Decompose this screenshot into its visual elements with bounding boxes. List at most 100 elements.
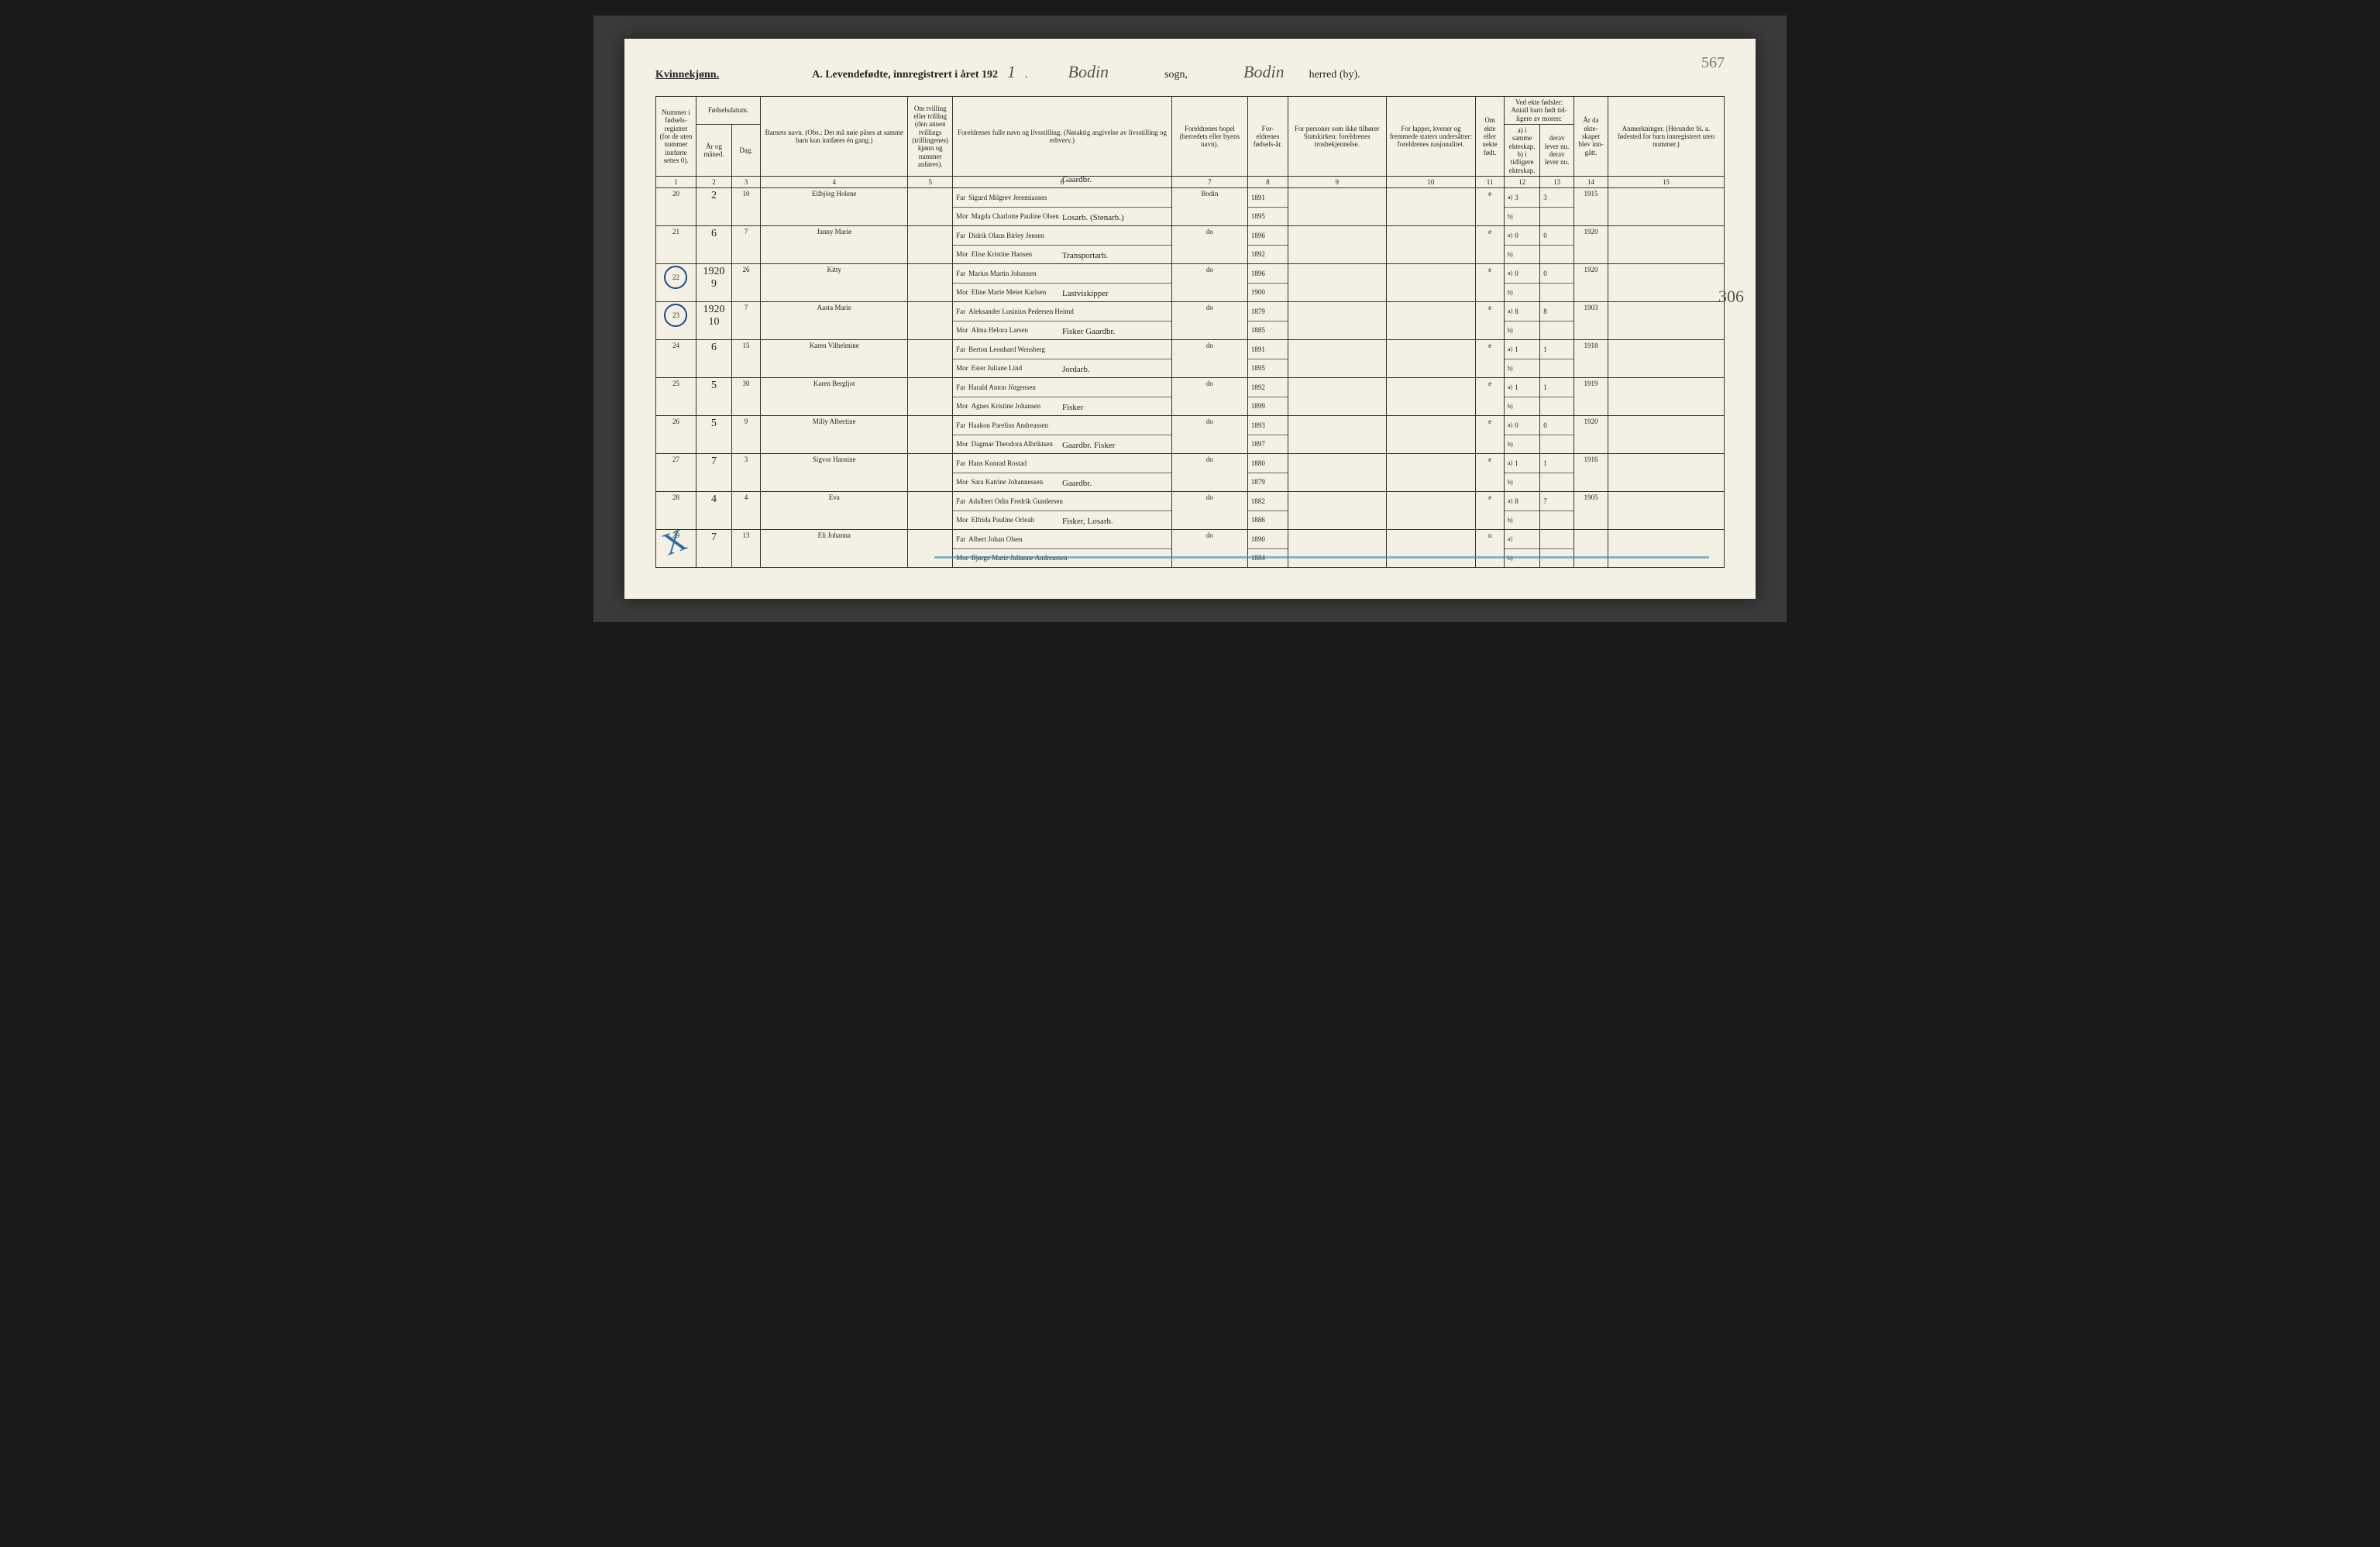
mother-birth-year: 1886	[1248, 511, 1288, 530]
parents-birth-years: 18961900	[1247, 264, 1288, 302]
sogn-label: sogn,	[1164, 69, 1188, 81]
label-b: b)	[1508, 289, 1513, 296]
living-b	[1540, 246, 1573, 264]
father-occupation: Gaardbr.	[1062, 175, 1092, 184]
children-living: 1	[1540, 454, 1574, 492]
marriage-year: 1903	[1574, 302, 1608, 340]
residence: do	[1171, 416, 1247, 454]
label-a: a)	[1508, 383, 1512, 390]
nationality	[1386, 340, 1475, 378]
mother-name: Elfrida Pauline Orleah	[972, 516, 1034, 524]
children-count: a)0b)	[1505, 416, 1540, 454]
mother-birth-year: 1895	[1248, 359, 1288, 378]
children-living: 8	[1540, 302, 1574, 340]
nationality	[1386, 492, 1475, 530]
nationality	[1386, 226, 1475, 264]
day: 15	[732, 340, 761, 378]
far-label: Far	[956, 535, 965, 543]
column-numbers-row: 1 2 3 4 5 6 7 8 9 10 11 12 13 14 15	[656, 177, 1725, 188]
father-name: Berton Leonhard Wensberg	[968, 345, 1045, 353]
residence: do	[1171, 378, 1247, 416]
col-header-14: År da ekte-skapet blev inn-gått.	[1574, 97, 1608, 177]
religion	[1288, 264, 1386, 302]
residence: do	[1171, 226, 1247, 264]
living-b	[1540, 321, 1573, 340]
col-header-6: Foreldrenes fulle navn og livsstilling. …	[953, 97, 1172, 177]
table-row: 231920 107Aasta MarieLastviskipperFarAle…	[656, 302, 1725, 340]
label-b: b)	[1508, 365, 1513, 372]
marriage-year	[1574, 530, 1608, 568]
children-living: 7	[1540, 492, 1574, 530]
father-birth-year: 1891	[1248, 340, 1288, 359]
living-a: 1	[1540, 340, 1573, 359]
children-count: a)8b)	[1505, 492, 1540, 530]
circled-number: 23	[664, 304, 687, 327]
religion	[1288, 226, 1386, 264]
herred-label: herred (by).	[1309, 69, 1360, 81]
children-count: a)0b)	[1505, 226, 1540, 264]
father-birth-year: 1891	[1248, 188, 1288, 208]
father-occupation: Gaardbr. Fisker	[1062, 441, 1115, 450]
father-occupation: Losarb. (Stenarb.)	[1062, 213, 1124, 222]
parents-birth-years: 18901884	[1247, 530, 1288, 568]
col-header-15: Anmerkninger. (Herunder bl. a. fødested …	[1608, 97, 1724, 177]
page-number: 567	[1701, 54, 1725, 72]
father-name: Harald Anton Jörgensen	[968, 383, 1036, 391]
children-living: 1	[1540, 378, 1574, 416]
mother-birth-year: 1885	[1248, 321, 1288, 340]
child-name: Aasta Marie	[761, 302, 908, 340]
father-birth-year: 1879	[1248, 302, 1288, 321]
father-name: Albert Johan Olsen	[968, 535, 1023, 543]
mother-birth-year: 1895	[1248, 208, 1288, 226]
twin-info	[908, 188, 953, 226]
father-name: Sigurd Milgrev Jeremiassen	[968, 194, 1047, 201]
far-label: Far	[956, 345, 965, 353]
label-b: b)	[1508, 213, 1513, 220]
table-row: 29713Eli JohannaFisker, Losarb.FarAlbert…	[656, 530, 1725, 568]
label-b: b)	[1508, 403, 1513, 410]
year-month: 5	[696, 378, 731, 416]
children-living	[1540, 530, 1574, 568]
father-name: Haakon Parelius Andreassen	[968, 421, 1048, 429]
remarks	[1608, 302, 1724, 340]
twin-info	[908, 340, 953, 378]
parents-birth-years: 18801879	[1247, 454, 1288, 492]
label-b: b)	[1508, 517, 1513, 524]
table-body: 20210Eilbjörg HoleneGaardbr.FarSigurd Mi…	[656, 188, 1725, 568]
religion	[1288, 492, 1386, 530]
herred-handwritten: Bodin	[1234, 62, 1294, 82]
far-label: Far	[956, 308, 965, 315]
mor-label: Mor	[956, 250, 968, 258]
remarks	[1608, 492, 1724, 530]
mor-label: Mor	[956, 212, 968, 220]
children-living: 3	[1540, 188, 1574, 226]
year-month: 1920 10	[696, 302, 731, 340]
religion	[1288, 340, 1386, 378]
remarks	[1608, 188, 1724, 226]
label-b: b)	[1508, 251, 1513, 258]
day: 7	[732, 226, 761, 264]
far-label: Far	[956, 270, 965, 277]
nationality	[1386, 454, 1475, 492]
parents-birth-years: 18791885	[1247, 302, 1288, 340]
remarks	[1608, 264, 1724, 302]
children-a: 1	[1515, 459, 1518, 467]
twin-info	[908, 530, 953, 568]
living-b	[1540, 473, 1573, 492]
legitimate: e	[1476, 492, 1505, 530]
col-header-8: For-eldrenes fødsels-år.	[1247, 97, 1288, 177]
living-a: 0	[1540, 264, 1573, 284]
period: .	[1025, 69, 1028, 81]
religion	[1288, 454, 1386, 492]
sogn-handwritten: Bodin	[1059, 62, 1119, 82]
legitimate: e	[1476, 264, 1505, 302]
col-header-12: Ved ekte fødsler: Antall barn født tid-l…	[1505, 97, 1574, 125]
children-a: 0	[1515, 421, 1518, 429]
parents-names: Fisker, Losarb.FarAlbert Johan OlsenMorB…	[953, 530, 1172, 568]
children-living: 0	[1540, 416, 1574, 454]
living-a: 0	[1540, 226, 1573, 246]
religion	[1288, 302, 1386, 340]
remarks	[1608, 530, 1724, 568]
children-count: a)b)	[1505, 530, 1540, 568]
twin-info	[908, 264, 953, 302]
